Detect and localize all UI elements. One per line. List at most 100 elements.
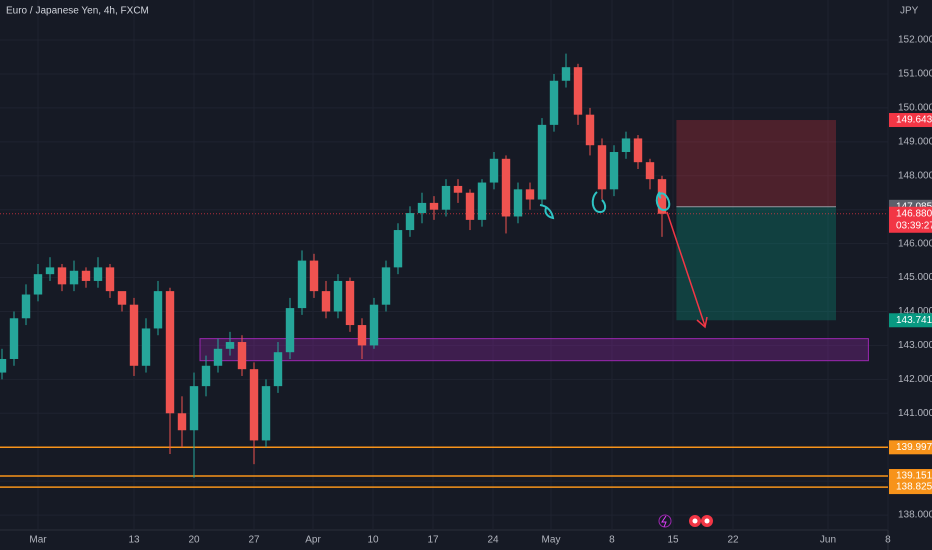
drawings bbox=[0, 120, 888, 488]
candle-body bbox=[105, 267, 115, 292]
candle-body bbox=[633, 138, 643, 163]
candle-body bbox=[345, 280, 355, 326]
y-tick-label: 145.000 bbox=[898, 272, 932, 283]
candle-body bbox=[561, 67, 571, 81]
candle-body bbox=[273, 352, 283, 387]
candle-body bbox=[321, 291, 331, 312]
x-tick-label: 22 bbox=[727, 535, 739, 546]
axes: 138.000139.000140.000141.000142.000143.0… bbox=[29, 35, 932, 546]
candle-body bbox=[21, 294, 31, 319]
y-tick-label: 151.000 bbox=[898, 69, 932, 80]
candle-body bbox=[189, 386, 199, 431]
candle-body bbox=[645, 162, 655, 180]
candle-body bbox=[549, 80, 559, 125]
candle-body bbox=[129, 304, 139, 366]
price-tag bbox=[889, 313, 932, 328]
hand-mark bbox=[591, 191, 607, 214]
y-tick-label: 150.000 bbox=[898, 103, 932, 114]
zone bbox=[199, 338, 869, 362]
candle-body bbox=[393, 230, 403, 268]
candle-body bbox=[117, 291, 127, 305]
countdown: 03:39:27 bbox=[896, 220, 932, 231]
candle-body bbox=[297, 260, 307, 309]
candle-body bbox=[417, 202, 427, 214]
target-area bbox=[676, 206, 837, 321]
candle-body bbox=[177, 413, 187, 431]
x-tick-label: Mar bbox=[29, 535, 47, 546]
candle-body bbox=[285, 308, 295, 353]
price-tag bbox=[889, 469, 932, 484]
candle-body bbox=[81, 270, 91, 281]
candle-body bbox=[513, 189, 523, 217]
x-tick-label: 10 bbox=[367, 535, 379, 546]
x-tick-label: 15 bbox=[667, 535, 679, 546]
candle-body bbox=[501, 158, 511, 217]
candle-body bbox=[405, 213, 415, 231]
candle-body bbox=[525, 189, 535, 200]
candle-body bbox=[357, 325, 367, 346]
event-icon bbox=[692, 518, 698, 524]
x-tick-label: May bbox=[542, 535, 561, 546]
x-tick-label: 27 bbox=[248, 535, 260, 546]
event-icon bbox=[704, 518, 710, 524]
candle-body bbox=[165, 291, 175, 414]
arrow-line bbox=[666, 211, 706, 327]
candle-body bbox=[0, 358, 7, 373]
arrow bbox=[666, 211, 708, 329]
candle-body bbox=[369, 304, 379, 346]
candle-body bbox=[261, 386, 271, 441]
candle-body bbox=[225, 342, 235, 349]
y-tick-label: 144.000 bbox=[898, 306, 932, 317]
candle-body bbox=[201, 365, 211, 387]
currency: JPY bbox=[900, 6, 919, 17]
candle-body bbox=[453, 185, 463, 193]
price-tag bbox=[889, 440, 932, 455]
candle-body bbox=[33, 274, 43, 295]
candle-body bbox=[657, 179, 667, 214]
y-tick-label: 148.000 bbox=[898, 170, 932, 181]
price-tag-label: 146.880 bbox=[896, 208, 932, 219]
price-tag bbox=[889, 113, 932, 128]
candle-body bbox=[69, 270, 79, 285]
arrow-head bbox=[696, 316, 708, 329]
hand-mark bbox=[539, 204, 555, 220]
y-tick-label: 142.000 bbox=[898, 374, 932, 385]
price-tag-label: 139.997 bbox=[896, 442, 932, 453]
y-tick-label: 152.000 bbox=[898, 35, 932, 46]
candle-body bbox=[333, 280, 343, 312]
event-icon bbox=[658, 514, 672, 528]
y-tick-label: 143.000 bbox=[898, 340, 932, 351]
hand-mark bbox=[655, 191, 671, 212]
price-tag-label: 149.643 bbox=[896, 115, 932, 126]
candle-body bbox=[465, 192, 475, 220]
candle-body bbox=[381, 267, 391, 305]
annotations bbox=[539, 191, 671, 220]
candle-body bbox=[441, 185, 451, 210]
candle-body bbox=[213, 348, 223, 366]
price-tag-label: 143.741 bbox=[896, 315, 932, 326]
candle-body bbox=[141, 328, 151, 366]
price-tag-label: 138.825 bbox=[896, 482, 932, 493]
candle-body bbox=[153, 291, 163, 329]
event-icon bbox=[661, 515, 667, 528]
price-tag-label: 139.151 bbox=[896, 471, 932, 482]
stop-area bbox=[676, 120, 837, 207]
x-tick-label: Apr bbox=[305, 535, 321, 546]
x-tick-label: 13 bbox=[128, 535, 140, 546]
candles bbox=[0, 53, 667, 478]
candle-body bbox=[249, 369, 259, 441]
candle-body bbox=[537, 124, 547, 200]
x-tick-label: 24 bbox=[487, 535, 499, 546]
x-tick-label: 8 bbox=[885, 535, 891, 546]
x-tick-label: 17 bbox=[427, 535, 439, 546]
candle-body bbox=[45, 267, 55, 275]
x-tick-label: 20 bbox=[188, 535, 200, 546]
candle-body bbox=[573, 67, 583, 115]
candle-body bbox=[585, 114, 595, 146]
candle-body bbox=[489, 158, 499, 183]
candle-body bbox=[621, 138, 631, 153]
candle-body bbox=[609, 152, 619, 190]
y-tick-label: 141.000 bbox=[898, 408, 932, 419]
x-tick-label: 8 bbox=[609, 535, 615, 546]
